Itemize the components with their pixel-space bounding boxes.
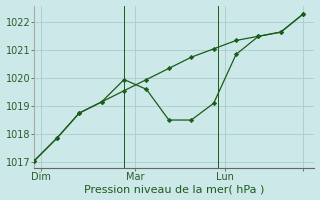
X-axis label: Pression niveau de la mer( hPa ): Pression niveau de la mer( hPa ): [84, 184, 265, 194]
